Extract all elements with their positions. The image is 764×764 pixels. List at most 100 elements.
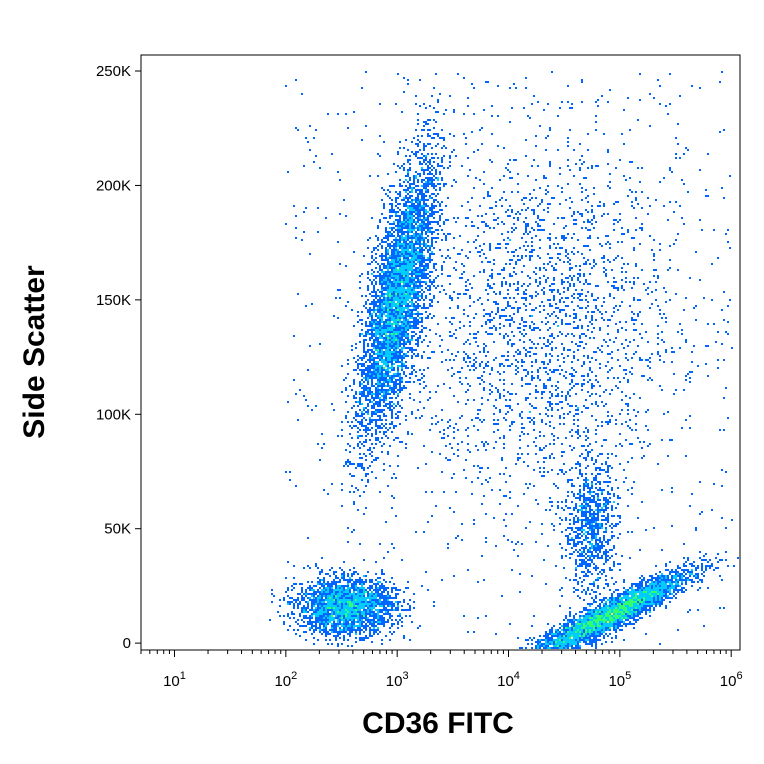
event-dot — [407, 227, 409, 229]
event-dot — [427, 317, 429, 319]
event-dot — [355, 641, 357, 643]
event-dot — [429, 197, 431, 199]
event-dot — [321, 633, 323, 635]
event-dot — [405, 333, 407, 335]
event-dot — [665, 595, 667, 597]
event-dot — [631, 611, 633, 613]
event-dot — [567, 645, 569, 647]
event-dot — [571, 623, 573, 625]
event-dot — [391, 337, 393, 339]
event-dot — [409, 267, 411, 269]
event-dot — [383, 397, 385, 399]
event-dot — [381, 377, 383, 379]
event-dot — [671, 583, 673, 585]
event-dot — [371, 591, 373, 593]
event-dot — [575, 641, 577, 643]
event-dot — [405, 215, 407, 217]
event-dot — [299, 615, 301, 617]
event-dot — [397, 293, 399, 295]
event-dot — [373, 623, 375, 625]
event-dot — [607, 627, 609, 629]
event-dot — [313, 603, 315, 605]
event-dot — [335, 587, 337, 589]
event-dot — [379, 343, 381, 345]
event-dot — [615, 621, 617, 623]
event-dot — [455, 155, 457, 157]
event-dot — [395, 425, 397, 427]
event-dot — [361, 621, 363, 623]
event-dot — [367, 603, 369, 605]
event-dot — [611, 619, 613, 621]
event-dot — [365, 597, 367, 599]
event-dot — [447, 233, 449, 235]
event-dot — [381, 279, 383, 281]
event-dot — [413, 325, 415, 327]
event-dot — [399, 273, 401, 275]
event-dot — [551, 647, 553, 649]
event-dot — [427, 153, 429, 155]
event-dot — [323, 583, 325, 585]
event-dot — [365, 303, 367, 305]
event-dot — [359, 579, 361, 581]
event-dot — [579, 629, 581, 631]
event-dot — [339, 611, 341, 613]
event-dot — [347, 611, 349, 613]
event-dot — [355, 589, 357, 591]
event-dot — [403, 147, 405, 149]
event-dot — [373, 319, 375, 321]
event-dot — [593, 621, 595, 623]
event-dot — [399, 243, 401, 245]
event-dot — [401, 389, 403, 391]
event-dot — [403, 277, 405, 279]
event-dot — [363, 355, 365, 357]
event-dot — [327, 609, 329, 611]
event-dot — [597, 633, 599, 635]
event-dot — [601, 607, 603, 609]
event-dot — [395, 285, 397, 287]
event-dot — [679, 585, 681, 587]
event-dot — [397, 375, 399, 377]
event-dot — [393, 631, 395, 633]
event-dot — [331, 617, 333, 619]
event-dot — [359, 583, 361, 585]
event-dot — [395, 383, 397, 385]
event-dot — [569, 633, 571, 635]
event-dot — [413, 285, 415, 287]
event-dot — [315, 613, 317, 615]
event-dot — [301, 607, 303, 609]
event-dot — [401, 335, 403, 337]
event-dot — [409, 163, 411, 165]
event-dot — [409, 245, 411, 247]
event-dot — [421, 341, 423, 343]
event-dot — [387, 611, 389, 613]
event-dot — [437, 229, 439, 231]
event-dot — [405, 221, 407, 223]
event-dot — [405, 307, 407, 309]
event-dot — [365, 331, 367, 333]
event-dot — [405, 219, 407, 221]
event-dot — [571, 645, 573, 647]
event-dot — [405, 305, 407, 307]
event-dot — [571, 647, 573, 649]
event-dot — [397, 325, 399, 327]
event-dot — [681, 583, 683, 585]
event-dot — [305, 591, 307, 593]
event-dot — [365, 325, 367, 327]
event-dot — [641, 591, 643, 593]
event-dot — [345, 449, 347, 451]
event-dot — [397, 317, 399, 319]
event-dot — [617, 605, 619, 607]
event-dot — [611, 605, 613, 607]
event-dot — [387, 319, 389, 321]
event-dot — [587, 617, 589, 619]
event-dot — [377, 391, 379, 393]
event-dot — [371, 435, 373, 437]
event-dot — [421, 239, 423, 241]
event-dot — [403, 211, 405, 213]
event-dot — [651, 577, 653, 579]
event-dot — [319, 631, 321, 633]
event-dot — [425, 191, 427, 193]
event-dot — [683, 563, 685, 565]
event-dot — [417, 145, 419, 147]
event-dot — [405, 335, 407, 337]
